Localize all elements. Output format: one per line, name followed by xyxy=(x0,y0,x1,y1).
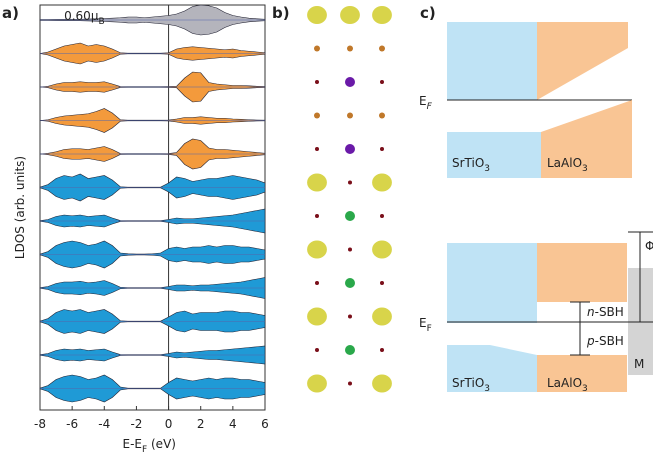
n-sbh-label-after: -SBH xyxy=(595,305,624,319)
atom xyxy=(379,45,385,52)
atom xyxy=(307,173,327,192)
atom xyxy=(380,147,384,151)
atom xyxy=(372,173,392,192)
atom xyxy=(315,281,319,285)
p-sbh-label: p-SBH xyxy=(586,334,624,348)
annotation-sub: B xyxy=(98,17,104,27)
atom xyxy=(347,45,353,52)
lao-label-main: LaAlO xyxy=(547,156,582,170)
atom xyxy=(345,77,355,87)
phi-label: Φ xyxy=(645,239,653,253)
x-tick-label: 0 xyxy=(165,417,173,431)
x-tick-label: 6 xyxy=(261,417,269,431)
atom xyxy=(315,214,319,218)
x-tick-label: -2 xyxy=(130,417,142,431)
x-tick-label: 2 xyxy=(197,417,205,431)
atom xyxy=(345,278,355,288)
lao-vb xyxy=(541,100,632,178)
sto-vb xyxy=(447,345,537,392)
atom xyxy=(380,80,384,84)
lao-cb xyxy=(537,22,628,100)
lao-label-main: LaAlO xyxy=(547,376,582,390)
atom xyxy=(380,214,384,218)
lao-cb xyxy=(537,243,627,302)
atom xyxy=(307,6,327,24)
sto-cb xyxy=(447,243,537,323)
x-tick-label: 4 xyxy=(229,417,237,431)
atom xyxy=(314,112,320,119)
atom xyxy=(307,374,327,393)
atom xyxy=(307,240,327,259)
panel-label: c) xyxy=(420,4,436,22)
atom xyxy=(380,281,384,285)
n-sbh-label-main: n xyxy=(587,305,595,319)
fermi-label-sub: F xyxy=(427,324,432,334)
fermi-label: EF xyxy=(419,316,432,334)
lao-label: LaAlO3 xyxy=(547,376,588,394)
fermi-label-main: E xyxy=(419,316,427,330)
atom xyxy=(380,348,384,352)
atom xyxy=(348,247,352,252)
lao-label-sub: 3 xyxy=(582,384,588,394)
atom xyxy=(348,314,352,319)
plot-frame xyxy=(39,4,266,411)
atom xyxy=(315,147,319,151)
p-sbh-label-after: -SBH xyxy=(595,334,624,348)
fermi-label: EF xyxy=(419,94,433,112)
fermi-label-main: E xyxy=(419,94,427,108)
sto-label-sub: 3 xyxy=(484,164,490,174)
atom xyxy=(348,381,352,386)
atom xyxy=(315,80,319,84)
x-axis-label-sub: F xyxy=(142,445,147,455)
atom xyxy=(372,374,392,393)
sto-label: SrTiO3 xyxy=(452,156,490,174)
y-axis-label: LDOS (arb. units) xyxy=(13,156,27,259)
band-diagram xyxy=(447,22,653,392)
n-sbh-label: n-SBH xyxy=(587,305,624,319)
x-axis-label-after: (eV) xyxy=(147,437,176,451)
metal-label: M xyxy=(634,357,644,371)
atom xyxy=(340,6,360,24)
lao-label: LaAlO3 xyxy=(547,156,588,174)
sto-label-main: SrTiO xyxy=(452,156,484,170)
atom xyxy=(345,144,355,154)
annotation-main: 0.60μ xyxy=(64,9,99,23)
atom xyxy=(372,240,392,259)
atom xyxy=(379,112,385,119)
sto-vb xyxy=(447,132,541,178)
atom xyxy=(345,211,355,221)
atom xyxy=(348,180,352,185)
atom xyxy=(372,307,392,326)
sto-label-sub: 3 xyxy=(484,384,490,394)
x-axis-label: E-EF (eV) xyxy=(123,437,176,455)
x-axis-label-main: E-E xyxy=(123,437,143,451)
atom xyxy=(314,45,320,52)
x-tick-label: -4 xyxy=(98,417,110,431)
x-tick-label: -6 xyxy=(66,417,78,431)
atom xyxy=(307,307,327,326)
lao-label-sub: 3 xyxy=(582,164,588,174)
atom xyxy=(315,348,319,352)
atom xyxy=(372,6,392,24)
panel-label: a) xyxy=(2,4,19,22)
fermi-label-sub: F xyxy=(427,102,433,112)
annotation: 0.60μB xyxy=(64,9,105,27)
p-sbh-label-main: p xyxy=(586,334,595,348)
lao-vb xyxy=(537,355,627,392)
atom xyxy=(347,112,353,119)
x-tick-label: -8 xyxy=(34,417,46,431)
panel-label: b) xyxy=(272,4,290,22)
sto-label: SrTiO3 xyxy=(452,376,490,394)
orbital-panel xyxy=(307,6,392,393)
atom xyxy=(345,345,355,355)
sto-cb xyxy=(447,22,537,100)
sto-label-main: SrTiO xyxy=(452,376,484,390)
